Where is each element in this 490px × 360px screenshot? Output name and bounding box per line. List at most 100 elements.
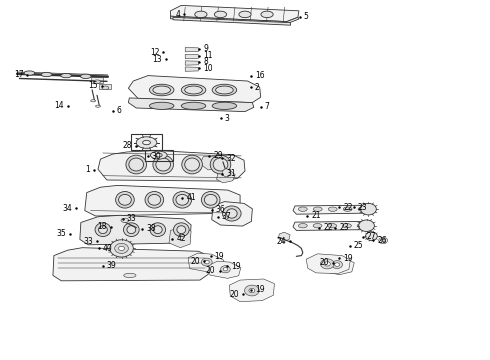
Text: 20: 20: [319, 258, 329, 267]
Text: 20: 20: [190, 256, 200, 265]
Polygon shape: [212, 202, 252, 226]
Ellipse shape: [320, 259, 334, 269]
Polygon shape: [169, 228, 191, 248]
Text: 13: 13: [152, 55, 162, 63]
Text: 24: 24: [276, 237, 286, 246]
Ellipse shape: [335, 263, 340, 266]
Polygon shape: [293, 221, 368, 230]
Text: 14: 14: [54, 102, 64, 110]
Ellipse shape: [261, 11, 273, 18]
Ellipse shape: [149, 102, 174, 109]
Ellipse shape: [80, 74, 91, 78]
Ellipse shape: [150, 223, 166, 237]
Ellipse shape: [204, 260, 209, 264]
Text: 19: 19: [231, 262, 241, 271]
Ellipse shape: [239, 11, 251, 18]
Ellipse shape: [379, 237, 388, 244]
Polygon shape: [217, 170, 235, 183]
Ellipse shape: [123, 223, 139, 237]
Text: 4: 4: [175, 10, 180, 19]
Text: 16: 16: [255, 71, 265, 80]
Text: 29: 29: [213, 152, 223, 161]
Ellipse shape: [343, 207, 352, 211]
Text: 17: 17: [14, 70, 24, 79]
Ellipse shape: [201, 192, 220, 208]
Text: 40: 40: [103, 244, 113, 253]
Polygon shape: [80, 215, 191, 245]
Text: 39: 39: [107, 261, 117, 270]
Ellipse shape: [358, 207, 367, 211]
Ellipse shape: [324, 262, 330, 266]
Polygon shape: [171, 16, 299, 24]
Ellipse shape: [98, 226, 107, 234]
Ellipse shape: [96, 105, 100, 107]
Ellipse shape: [156, 158, 171, 171]
Ellipse shape: [332, 261, 343, 269]
Ellipse shape: [155, 153, 162, 157]
Text: 23: 23: [358, 202, 368, 211]
Text: 22: 22: [323, 223, 333, 232]
Ellipse shape: [195, 11, 207, 18]
Ellipse shape: [328, 224, 337, 228]
Ellipse shape: [129, 158, 144, 171]
Ellipse shape: [24, 71, 35, 75]
Ellipse shape: [153, 155, 173, 174]
Ellipse shape: [226, 209, 237, 218]
Ellipse shape: [145, 192, 164, 208]
Ellipse shape: [245, 285, 259, 296]
Ellipse shape: [220, 266, 230, 273]
Polygon shape: [306, 254, 350, 274]
Polygon shape: [85, 185, 240, 216]
Polygon shape: [171, 5, 299, 22]
Ellipse shape: [314, 207, 322, 211]
Text: 21: 21: [311, 211, 320, 220]
Polygon shape: [128, 76, 261, 103]
Ellipse shape: [361, 203, 376, 215]
Text: 19: 19: [215, 252, 224, 261]
Polygon shape: [278, 232, 290, 242]
Ellipse shape: [126, 155, 147, 174]
Text: 34: 34: [63, 204, 73, 212]
Text: 33: 33: [126, 214, 136, 223]
Text: 20: 20: [229, 289, 239, 299]
Ellipse shape: [136, 137, 157, 148]
Ellipse shape: [223, 268, 227, 271]
Ellipse shape: [366, 232, 377, 240]
Ellipse shape: [91, 100, 96, 102]
Text: 27: 27: [367, 232, 376, 241]
Ellipse shape: [298, 224, 307, 228]
Text: 23: 23: [339, 223, 349, 232]
Ellipse shape: [115, 243, 128, 253]
Text: 19: 19: [343, 254, 353, 263]
Ellipse shape: [110, 240, 133, 257]
Text: 1: 1: [85, 165, 90, 174]
Ellipse shape: [61, 73, 72, 78]
Ellipse shape: [298, 207, 307, 211]
Ellipse shape: [127, 226, 136, 234]
Ellipse shape: [177, 226, 186, 234]
Bar: [145, 150, 173, 161]
Bar: [131, 134, 162, 150]
Text: 11: 11: [203, 51, 213, 60]
Text: 26: 26: [377, 236, 387, 245]
Ellipse shape: [201, 258, 212, 266]
Ellipse shape: [41, 72, 52, 77]
Ellipse shape: [215, 11, 226, 18]
Ellipse shape: [94, 80, 100, 84]
Polygon shape: [173, 17, 291, 25]
Ellipse shape: [153, 86, 171, 94]
Text: 7: 7: [265, 102, 270, 112]
Ellipse shape: [212, 84, 237, 96]
Polygon shape: [188, 253, 224, 272]
Ellipse shape: [249, 288, 255, 293]
Polygon shape: [209, 261, 241, 278]
Text: 19: 19: [255, 285, 265, 294]
Ellipse shape: [204, 194, 217, 205]
Ellipse shape: [148, 194, 161, 205]
Polygon shape: [185, 48, 198, 52]
Ellipse shape: [123, 273, 136, 278]
Ellipse shape: [212, 102, 237, 109]
Ellipse shape: [176, 194, 189, 205]
Ellipse shape: [381, 239, 385, 242]
Polygon shape: [128, 98, 254, 112]
